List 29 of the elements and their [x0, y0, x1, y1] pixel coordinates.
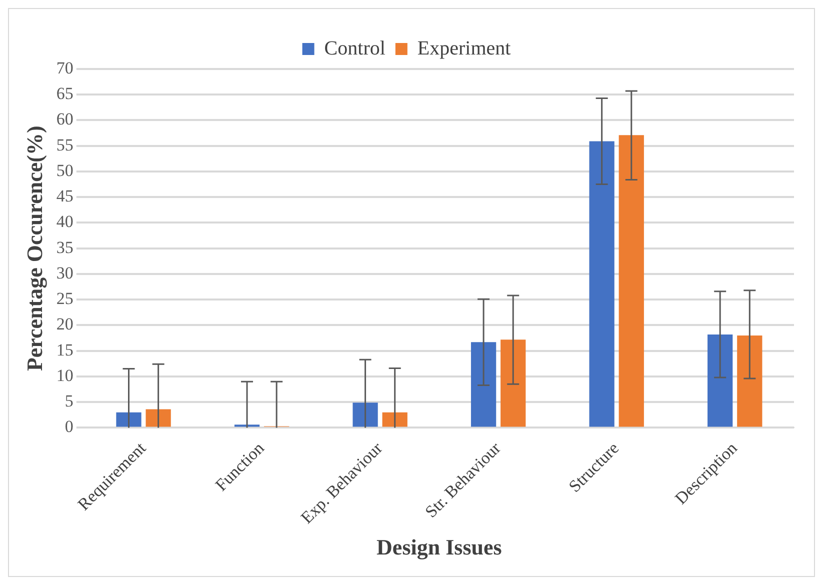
- y-tick-label: 15: [56, 340, 74, 360]
- y-tick-label: 65: [56, 84, 74, 104]
- bar: [146, 409, 171, 427]
- y-tick-label: 40: [56, 212, 74, 232]
- bar: [708, 334, 733, 427]
- y-tick-label: 30: [56, 263, 74, 282]
- y-tick-label: 50: [56, 160, 74, 180]
- y-tick-label: 25: [56, 289, 74, 308]
- bar: [589, 141, 614, 427]
- bar: [382, 412, 408, 427]
- y-tick-label: 10: [56, 366, 74, 385]
- y-tick-label: 70: [56, 58, 74, 78]
- y-axis-title: Percentage Occurence(%): [22, 126, 47, 372]
- y-tick-label: 20: [56, 314, 74, 334]
- bar: [618, 135, 644, 427]
- bar: [500, 340, 526, 427]
- bar: [737, 335, 762, 427]
- y-tick-label: 35: [56, 238, 74, 257]
- y-tick-label: 60: [56, 110, 74, 129]
- y-tick-label: 55: [56, 135, 74, 154]
- bar: [116, 412, 142, 427]
- y-tick-label: 45: [56, 186, 74, 206]
- legend-label: Experiment: [417, 37, 512, 60]
- legend-label: Control: [324, 37, 386, 60]
- y-tick-label: 0: [64, 417, 74, 436]
- x-axis-title: Design Issues: [376, 534, 502, 560]
- bar: [352, 402, 378, 427]
- bar: [470, 342, 496, 427]
- y-tick-label: 5: [64, 392, 74, 411]
